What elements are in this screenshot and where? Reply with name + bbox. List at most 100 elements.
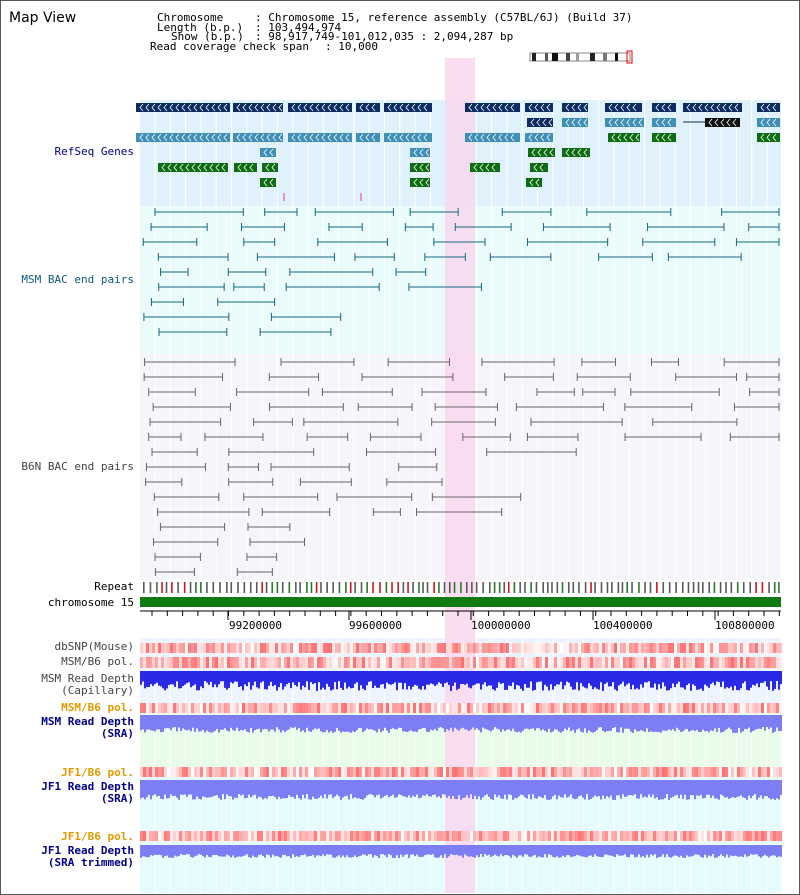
polymorphism-cell bbox=[560, 657, 563, 668]
read-depth-bar bbox=[732, 780, 734, 797]
polymorphism-cell bbox=[344, 767, 347, 777]
polymorphism-cell bbox=[689, 767, 692, 777]
gene-strand-arrow bbox=[632, 103, 637, 112]
read-depth-bar bbox=[702, 715, 704, 730]
repeat-element bbox=[471, 582, 473, 593]
read-depth-bar bbox=[548, 715, 550, 729]
polymorphism-cell bbox=[185, 767, 188, 777]
gene-strand-arrow bbox=[303, 103, 308, 112]
read-depth-bar bbox=[180, 780, 182, 795]
polymorphism-cell bbox=[755, 657, 758, 668]
read-depth-bar bbox=[372, 845, 374, 858]
read-depth-bar bbox=[348, 845, 350, 858]
read-depth-bar bbox=[590, 715, 592, 733]
polymorphism-cell bbox=[251, 703, 254, 713]
read-depth-bar bbox=[658, 780, 660, 800]
read-depth-bar bbox=[594, 671, 596, 688]
read-depth-bar bbox=[700, 671, 702, 689]
polymorphism-cell bbox=[275, 643, 278, 653]
polymorphism-cell bbox=[215, 657, 218, 668]
read-depth-bar bbox=[604, 715, 606, 733]
read-depth-bar bbox=[212, 780, 214, 797]
gene-strand-arrow bbox=[667, 118, 672, 127]
ideogram-band bbox=[532, 53, 536, 61]
gene-strand-arrow bbox=[710, 103, 715, 112]
read-depth-bar bbox=[274, 715, 276, 732]
read-depth-bar bbox=[262, 715, 264, 730]
polymorphism-cell bbox=[257, 643, 260, 653]
polymorphism-cell bbox=[161, 643, 164, 653]
polymorphism-cell bbox=[758, 657, 761, 668]
polymorphism-cell bbox=[326, 643, 329, 653]
polymorphism-cell bbox=[353, 643, 356, 653]
polymorphism-cell bbox=[359, 831, 362, 841]
polymorphism-cell bbox=[509, 767, 512, 777]
gene-strand-arrow bbox=[411, 133, 416, 142]
polymorphism-cell bbox=[638, 643, 641, 653]
b6n-bac-end-pairs-label[interactable]: B6N BAC end pairs bbox=[21, 460, 134, 473]
read-depth-bar bbox=[250, 845, 252, 858]
read-depth-bar bbox=[592, 715, 594, 733]
read-depth-bar bbox=[484, 715, 486, 729]
polymorphism-cell bbox=[689, 703, 692, 713]
gene-strand-arrow bbox=[387, 103, 392, 112]
gene-feature bbox=[562, 148, 590, 157]
read-depth-bar bbox=[512, 845, 514, 855]
repeat-element bbox=[412, 582, 414, 593]
polymorphism-cell bbox=[398, 831, 401, 841]
read-depth-bar bbox=[750, 780, 752, 799]
read-depth-bar bbox=[284, 845, 286, 855]
read-depth-bar bbox=[542, 845, 544, 858]
polymorphism-cell bbox=[476, 643, 479, 653]
read-depth-bar bbox=[320, 715, 322, 732]
read-depth-bar bbox=[746, 845, 748, 857]
polymorphism-cell bbox=[236, 767, 239, 777]
read-depth-bar bbox=[326, 845, 328, 855]
read-depth-bar bbox=[222, 780, 224, 795]
gene-strand-arrow bbox=[726, 118, 731, 127]
refseq-genes-label[interactable]: RefSeq Genes bbox=[54, 145, 134, 158]
polymorphism-cell bbox=[494, 703, 497, 713]
polymorphism-cell bbox=[764, 643, 767, 653]
gene-strand-arrow bbox=[480, 133, 485, 142]
repeat-element bbox=[475, 582, 478, 593]
msm-bac-end-pairs-label[interactable]: MSM BAC end pairs bbox=[21, 273, 134, 286]
polymorphism-cell bbox=[614, 657, 617, 668]
gene-feature bbox=[384, 103, 432, 112]
polymorphism-cell bbox=[230, 657, 233, 668]
polymorphism-cell bbox=[266, 767, 269, 777]
polymorphism-cell bbox=[725, 643, 728, 653]
gene-strand-arrow bbox=[629, 133, 634, 142]
read-depth-bar bbox=[746, 780, 748, 800]
polymorphism-cell bbox=[419, 643, 422, 653]
polymorphism-cell bbox=[497, 657, 500, 668]
read-depth-bar bbox=[314, 845, 316, 858]
polymorphism-cell bbox=[503, 703, 506, 713]
polymorphism-cell bbox=[155, 767, 158, 777]
read-depth-bar bbox=[730, 845, 732, 856]
read-depth-bar bbox=[776, 780, 778, 799]
read-depth-bar bbox=[258, 671, 260, 689]
read-depth-bar bbox=[668, 845, 670, 857]
polymorphism-cell bbox=[731, 657, 734, 668]
polymorphism-cell bbox=[773, 767, 776, 777]
read-depth-bar bbox=[636, 780, 638, 799]
gene-strand-arrow bbox=[498, 103, 503, 112]
polymorphism-cell bbox=[317, 643, 320, 653]
polymorphism-cell bbox=[485, 657, 488, 668]
polymorphism-cell bbox=[761, 767, 764, 777]
read-depth-bar bbox=[508, 715, 510, 730]
repeat-element bbox=[621, 582, 624, 593]
polymorphism-cell bbox=[347, 767, 350, 777]
read-depth-bar bbox=[646, 715, 648, 729]
read-depth-bar bbox=[736, 715, 738, 733]
polymorphism-cell bbox=[590, 831, 593, 841]
read-depth-bar bbox=[430, 671, 432, 684]
read-depth-bar bbox=[776, 715, 778, 728]
read-depth-bar bbox=[276, 780, 278, 800]
polymorphism-cell bbox=[335, 643, 338, 653]
read-depth-bar bbox=[194, 845, 196, 857]
polymorphism-cell bbox=[329, 703, 332, 713]
polymorphism-cell bbox=[443, 767, 446, 777]
